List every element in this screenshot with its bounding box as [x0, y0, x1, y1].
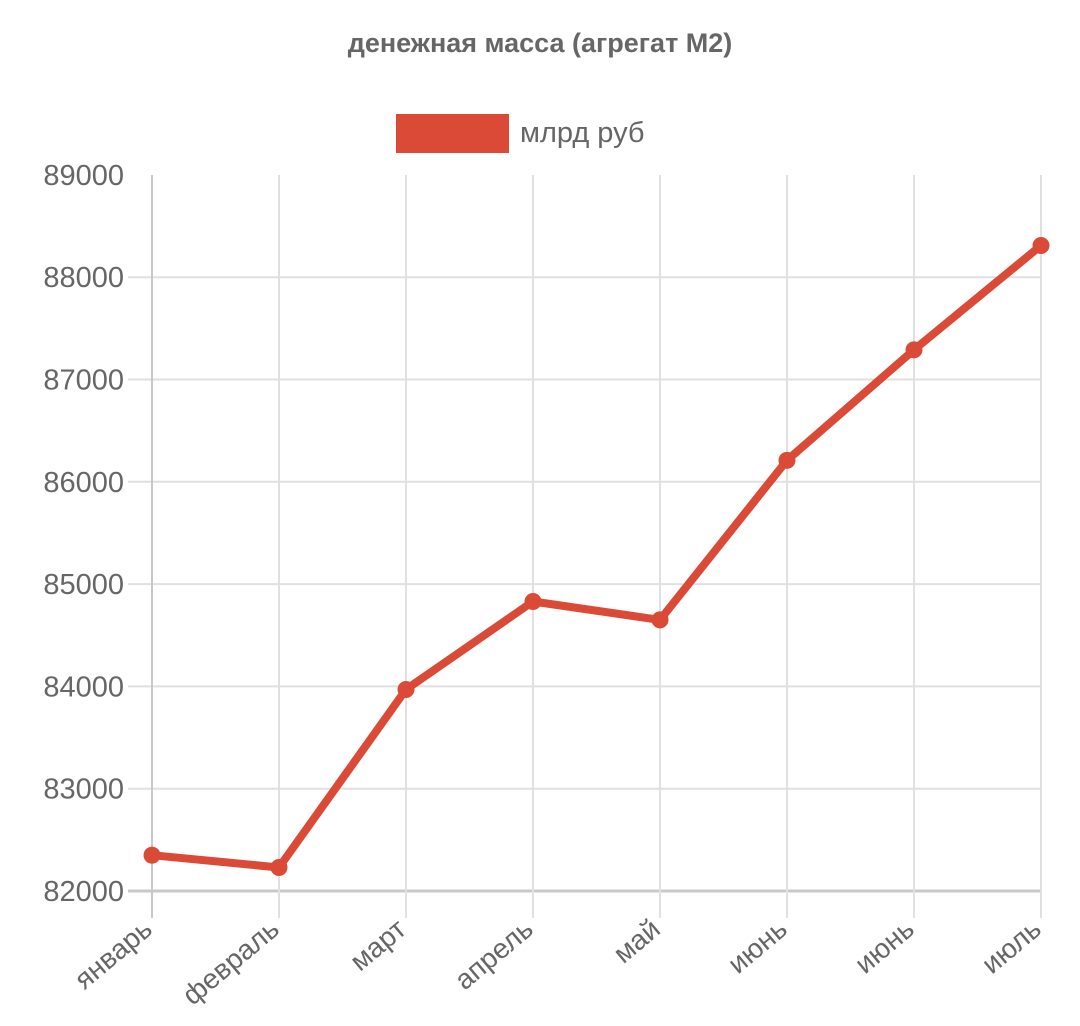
data-point[interactable]: [905, 341, 923, 359]
x-tick-label: июль: [976, 913, 1047, 980]
series-line: [148, 241, 1045, 872]
data-series: [143, 236, 1050, 876]
x-tick-label: июнь: [849, 913, 920, 980]
y-tick-label: 86000: [43, 467, 124, 499]
y-tick-label: 83000: [43, 774, 124, 806]
x-axis: январь февраль март апрель май июнь июнь июль: [68, 913, 1047, 1011]
y-tick-label: 89000: [43, 160, 124, 192]
data-point[interactable]: [651, 611, 669, 629]
x-tick-label: март: [344, 913, 412, 977]
chart-title: денежная масса (агрегат М2): [347, 28, 733, 58]
data-point[interactable]: [1032, 236, 1050, 254]
grid-lines: [128, 175, 1042, 918]
x-tick-label: апрель: [449, 913, 539, 996]
data-point[interactable]: [143, 846, 161, 864]
legend[interactable]: млрд руб: [396, 112, 645, 154]
data-point[interactable]: [270, 858, 288, 876]
legend-label: млрд руб: [520, 116, 645, 149]
y-tick-label: 87000: [43, 365, 124, 397]
y-axis: 82000 83000 84000 85000 86000 87000 88000 89000: [43, 160, 124, 908]
y-tick-label: 82000: [43, 876, 124, 908]
y-tick-label: 88000: [43, 262, 124, 294]
y-tick-label: 84000: [43, 671, 124, 703]
y-tick-label: 85000: [43, 569, 124, 601]
x-tick-label: июнь: [722, 913, 793, 980]
x-tick-label: февраль: [176, 913, 284, 1011]
legend-swatch: [396, 113, 509, 153]
x-tick-label: май: [607, 913, 666, 969]
x-tick-label: январь: [68, 913, 158, 995]
data-point[interactable]: [397, 680, 415, 698]
data-point[interactable]: [524, 592, 542, 610]
data-point[interactable]: [778, 451, 796, 469]
